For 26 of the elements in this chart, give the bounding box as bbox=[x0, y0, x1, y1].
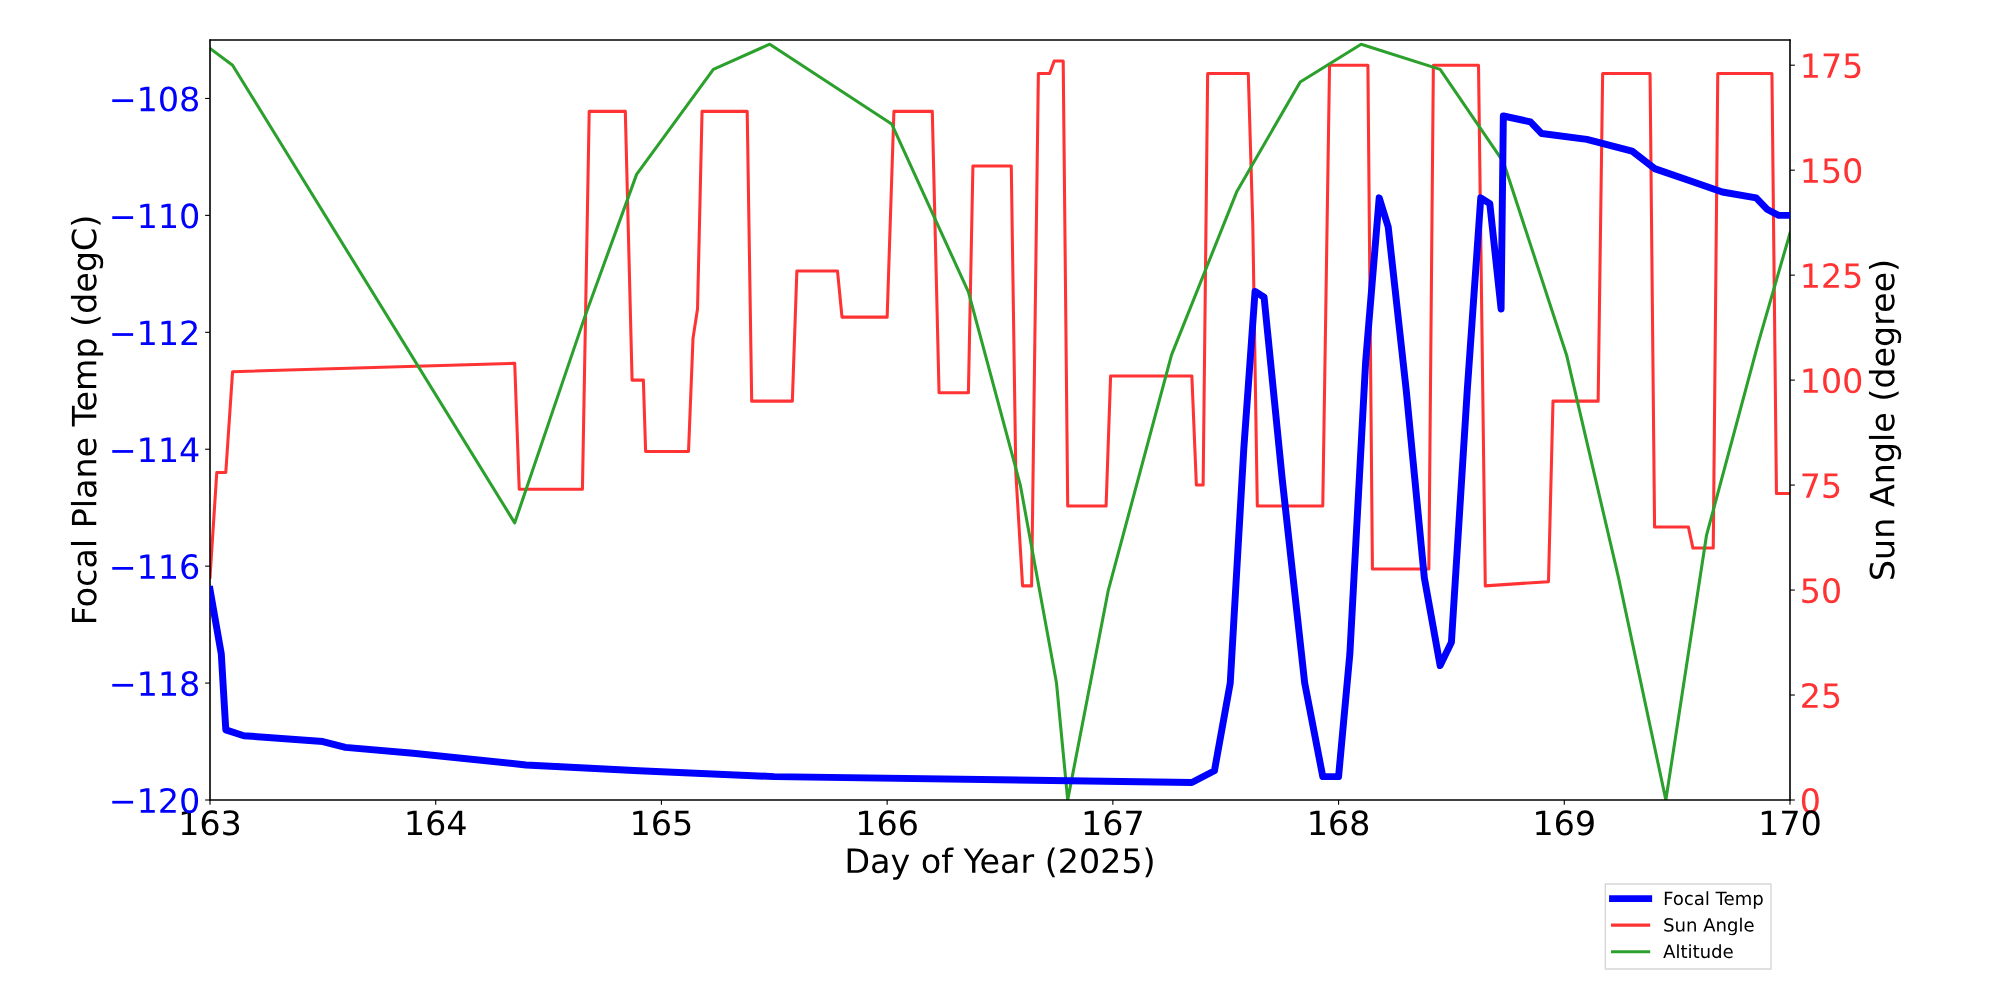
y2-tick-label: 50 bbox=[1802, 577, 1840, 604]
y2-tick-label: 25 bbox=[1802, 682, 1840, 709]
x-axis-title: Day of Year (2025) bbox=[847, 847, 1153, 880]
y-axis-title: Focal Plane Temp (degC) bbox=[70, 217, 104, 622]
x-tick-label: 166 bbox=[858, 810, 917, 836]
legend-label: Altitude bbox=[1663, 944, 1733, 959]
x-tick-label: 168 bbox=[1310, 810, 1369, 836]
y2-tick-label: 175 bbox=[1803, 53, 1861, 79]
y-tick-label: −112 bbox=[112, 320, 197, 345]
x-tick-label: 165 bbox=[633, 810, 691, 836]
y-tick-label: −116 bbox=[112, 554, 199, 580]
y2-tick-label: 150 bbox=[1803, 158, 1862, 184]
y-tick-label: −118 bbox=[112, 671, 198, 697]
y2-tick-label: 125 bbox=[1803, 263, 1861, 289]
x-tick-label: 167 bbox=[1084, 810, 1142, 836]
y-tick-label: −108 bbox=[112, 86, 198, 112]
legend-label: Focal Temp bbox=[1664, 891, 1763, 909]
y-tick-label: −110 bbox=[112, 203, 199, 229]
y2-tick-label: 100 bbox=[1803, 368, 1862, 394]
line-series bbox=[210, 59, 1790, 588]
x-tick-label: 169 bbox=[1536, 810, 1594, 836]
y2-axis-title: Sun Angle (degree) bbox=[1868, 261, 1902, 579]
y-tick-label: −114 bbox=[112, 437, 199, 462]
y2-tick-label: 75 bbox=[1802, 473, 1840, 499]
legend-label: Sun Angle bbox=[1664, 917, 1754, 936]
x-tick-label: 164 bbox=[407, 810, 466, 836]
